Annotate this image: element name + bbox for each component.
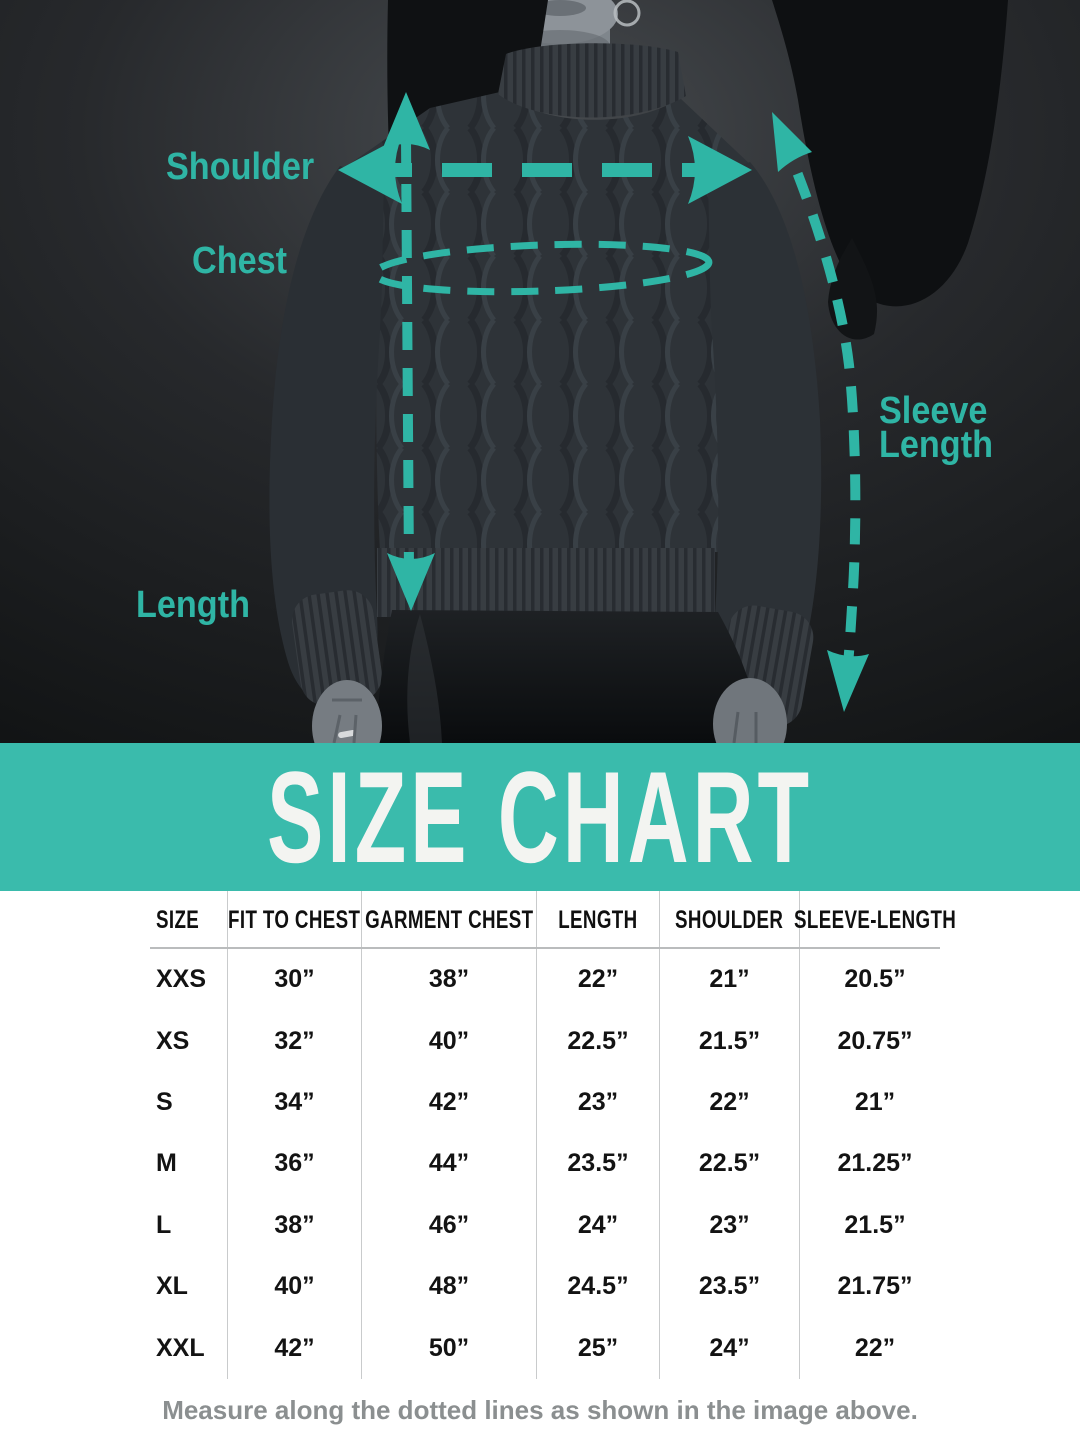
chest-measure-ellipse	[371, 240, 713, 296]
product-photo: Shoulder Chest Length Sleeve Length	[0, 0, 1080, 743]
table-cell: 23.5”	[537, 1133, 660, 1195]
size-label: L	[100, 1194, 228, 1256]
table-cell: 36”	[228, 1133, 362, 1195]
skirt	[376, 610, 762, 743]
table-cell: 42”	[362, 1071, 537, 1134]
size-chart-table: SIZE FIT TO CHEST GARMENT CHEST LENGTH SHOUL…	[100, 891, 957, 1379]
sweater-torso	[376, 176, 754, 552]
table-cell: 48”	[362, 1255, 537, 1318]
table-cell: 38”	[362, 949, 537, 1011]
chest-label: Chest	[192, 240, 288, 282]
table-cell: 25”	[537, 1317, 660, 1379]
left-cuff	[291, 590, 383, 706]
banner-title: SIZE CHART	[267, 744, 813, 890]
table-cell: 22”	[660, 1071, 800, 1134]
sleeve-length-label: Sleeve Length	[879, 390, 993, 466]
measurement-annotations	[338, 92, 869, 712]
table-row: S 34” 42” 23” 22” 21”	[100, 1071, 950, 1134]
sleeve-length-measure-arrow	[772, 112, 869, 712]
sweater-hem	[377, 548, 715, 617]
column-header-fit-to-chest: FIT TO CHEST	[228, 891, 362, 949]
table-cell: 21”	[854, 1087, 896, 1116]
column-header-garment-chest: GARMENT CHEST	[362, 891, 537, 949]
table-cell: 20.5”	[844, 965, 906, 994]
table-cell: 22.5”	[660, 1133, 800, 1195]
size-chart-banner: SIZE CHART	[0, 743, 1080, 891]
table-row: XXL 42” 50” 25” 24” 22”	[100, 1317, 950, 1379]
length-label: Length	[136, 584, 250, 626]
table-cell: 30”	[228, 949, 362, 1011]
right-sleeve	[707, 162, 822, 712]
hands	[312, 678, 787, 743]
table-cell: 34”	[228, 1071, 362, 1134]
table-cell: 23.5”	[660, 1255, 800, 1318]
table-cell: 22”	[854, 1333, 896, 1362]
table-cell: 44”	[362, 1133, 537, 1195]
table-cell: 24”	[660, 1317, 800, 1379]
table-cell: 20.75”	[837, 1026, 913, 1055]
table-cell: 21.75”	[837, 1272, 913, 1301]
table-cell: 21”	[660, 949, 800, 1011]
table-cell: 40”	[362, 1010, 537, 1072]
table-cell: 21.5”	[660, 1010, 800, 1072]
table-cell: 23”	[660, 1194, 800, 1256]
column-header-sleeve-length: SLEEVE-LENGTH	[793, 905, 957, 934]
length-measure-arrow	[382, 92, 435, 611]
column-header-shoulder: SHOULDER	[660, 891, 800, 949]
sweater	[269, 43, 822, 727]
size-label: M	[100, 1133, 228, 1195]
right-hand	[713, 678, 787, 743]
shoulder-measure-arrow	[338, 136, 752, 204]
table-row: L 38” 46” 24” 23” 21.5”	[100, 1194, 950, 1256]
table-cell: 23”	[537, 1071, 660, 1134]
model-figure	[269, 0, 1008, 743]
table-cell: 21.5”	[844, 1210, 906, 1239]
size-chart-section: SIZE FIT TO CHEST GARMENT CHEST LENGTH SHOUL…	[0, 891, 1080, 1426]
table-cell: 22.5”	[537, 1010, 660, 1072]
ring	[338, 729, 356, 739]
size-label: XXS	[100, 949, 228, 1011]
shoulder-label: Shoulder	[166, 146, 315, 188]
table-cell: 32”	[228, 1010, 362, 1072]
model-photo-illustration	[0, 0, 1080, 743]
table-cell: 42”	[228, 1317, 362, 1379]
table-cell: 50”	[362, 1317, 537, 1379]
table-cell: 22”	[537, 949, 660, 1011]
sweater-yoke	[338, 92, 752, 182]
size-label: XS	[100, 1010, 228, 1072]
size-label: XXL	[100, 1317, 228, 1379]
table-row: M 36” 44” 23.5” 22.5” 21.25”	[100, 1133, 950, 1195]
earring	[613, 0, 641, 27]
table-row: XXS 30” 38” 22” 21” 20.5”	[100, 949, 950, 1011]
table-cell: 24.5”	[537, 1255, 660, 1318]
skirt-sheen	[407, 614, 442, 743]
sweater-collar	[498, 43, 686, 118]
table-cell: 38”	[228, 1194, 362, 1256]
table-cell: 40”	[228, 1255, 362, 1318]
left-sleeve	[269, 166, 385, 710]
column-header-length: LENGTH	[537, 891, 660, 949]
table-row: XL 40” 48” 24.5” 23.5” 21.75”	[100, 1255, 950, 1318]
table-cell: 46”	[362, 1194, 537, 1256]
measurement-note: Measure along the dotted lines as shown …	[162, 1394, 918, 1425]
table-cell: 24”	[537, 1194, 660, 1256]
column-header-size: SIZE	[100, 891, 228, 949]
size-label: XL	[100, 1255, 228, 1318]
table-cell: 21.25”	[837, 1149, 913, 1178]
size-table-header-row: SIZE FIT TO CHEST GARMENT CHEST LENGTH SHOUL…	[100, 891, 957, 949]
table-row: XS 32” 40” 22.5” 21.5” 20.75”	[100, 1010, 950, 1072]
left-hand	[312, 680, 382, 743]
size-table-body: XXS 30” 38” 22” 21” 20.5” XS 32” 40” 22.5” 21.5” 20…	[100, 949, 950, 1379]
size-label: S	[100, 1071, 228, 1134]
